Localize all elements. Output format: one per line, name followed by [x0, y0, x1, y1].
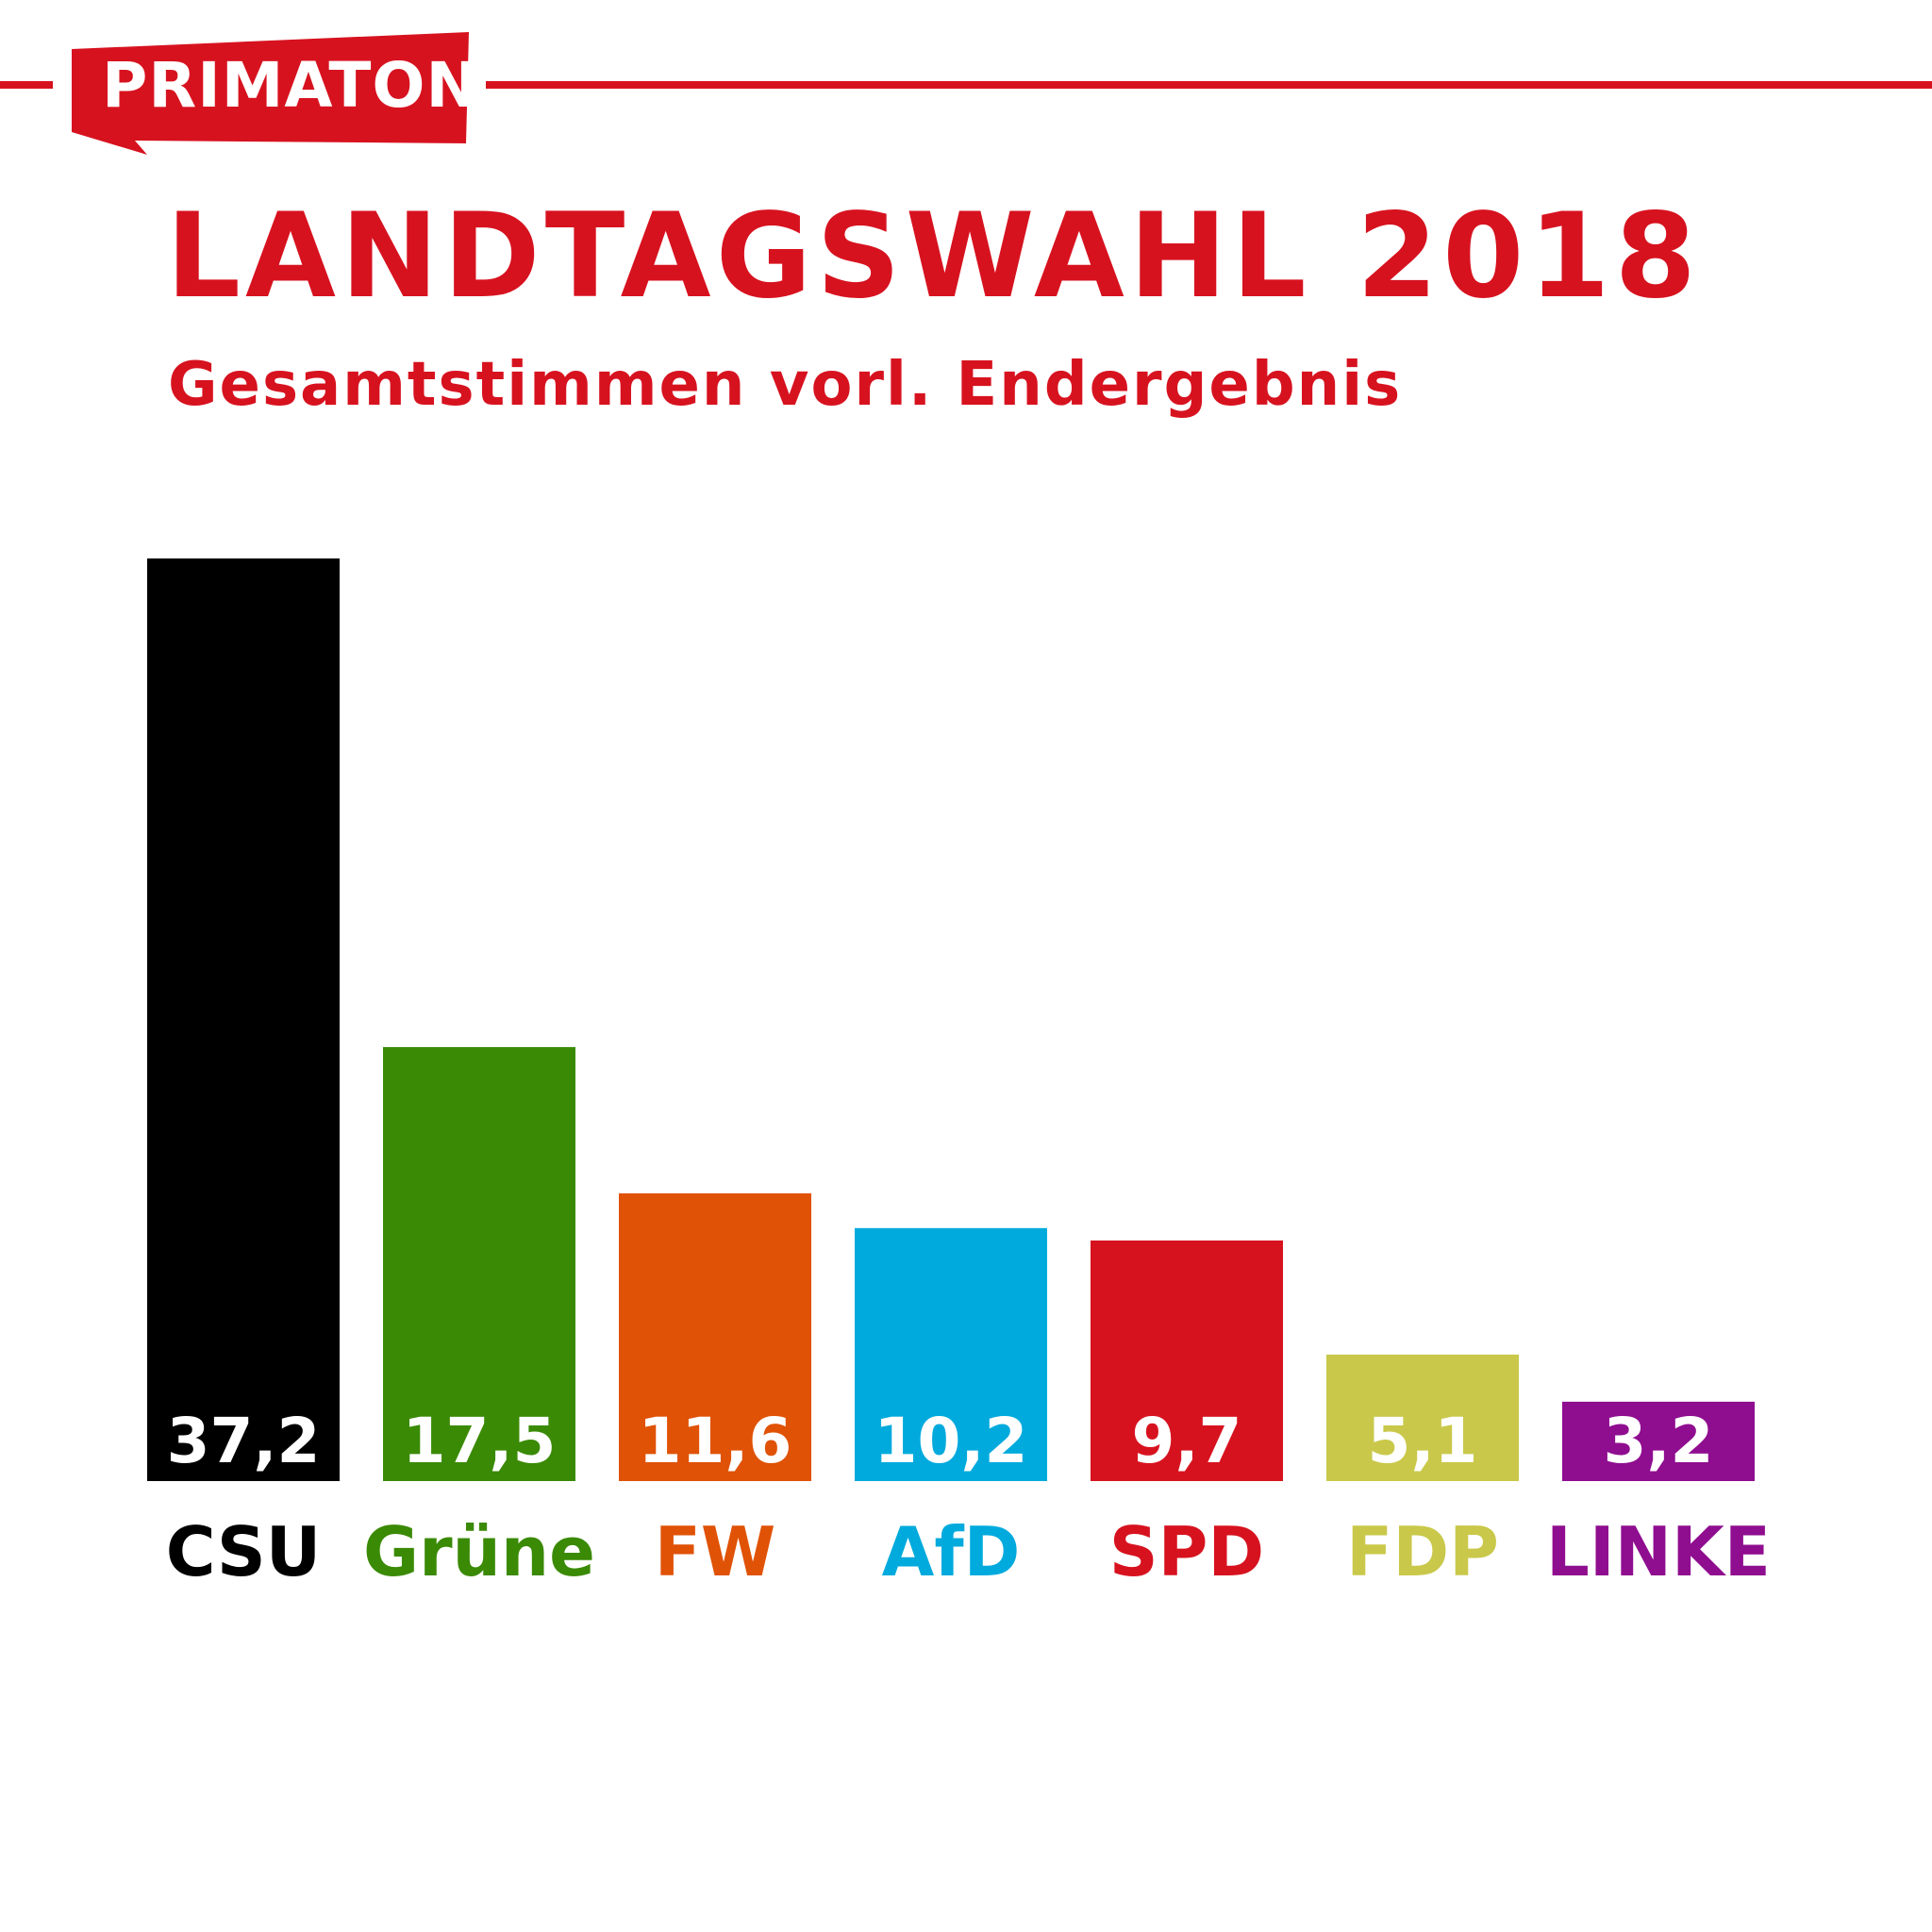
category-label-grne: Grüne	[363, 1512, 595, 1591]
category-label-afd: AfD	[882, 1512, 1021, 1591]
brand-name: PRIMATON	[102, 49, 479, 122]
bar-spd	[1091, 1240, 1283, 1481]
category-label-fw: FW	[655, 1512, 776, 1591]
bar-linke	[1562, 1401, 1755, 1481]
bar-fw	[619, 1193, 811, 1481]
brand-banner-shape	[72, 32, 469, 155]
value-label-fdp: 5,1	[1368, 1405, 1478, 1477]
value-label-spd: 9,7	[1132, 1405, 1242, 1477]
value-label-grne: 17,5	[403, 1405, 557, 1477]
value-label-linke: 3,2	[1604, 1405, 1714, 1477]
category-label-fdp: FDP	[1346, 1512, 1499, 1591]
category-label-linke: LINKE	[1546, 1512, 1771, 1591]
value-label-fw: 11,6	[639, 1405, 792, 1477]
value-label-afd: 10,2	[874, 1405, 1028, 1477]
bar-afd	[855, 1227, 1047, 1481]
value-label-csu: 37,2	[167, 1405, 321, 1477]
brand-logo: PRIMATON	[0, 0, 491, 160]
category-label-csu: CSU	[166, 1512, 322, 1591]
page-title: LANDTAGSWAHL 2018	[166, 189, 1701, 325]
header-rule-left	[0, 81, 53, 89]
bar-grne	[383, 1046, 575, 1481]
category-label-spd: SPD	[1109, 1512, 1264, 1591]
bar-fdp	[1326, 1354, 1519, 1481]
page-subtitle: Gesamtstimmen vorl. Endergebnis	[168, 350, 1403, 420]
header-rule-right	[486, 81, 1932, 89]
bar-csu	[147, 558, 340, 1481]
